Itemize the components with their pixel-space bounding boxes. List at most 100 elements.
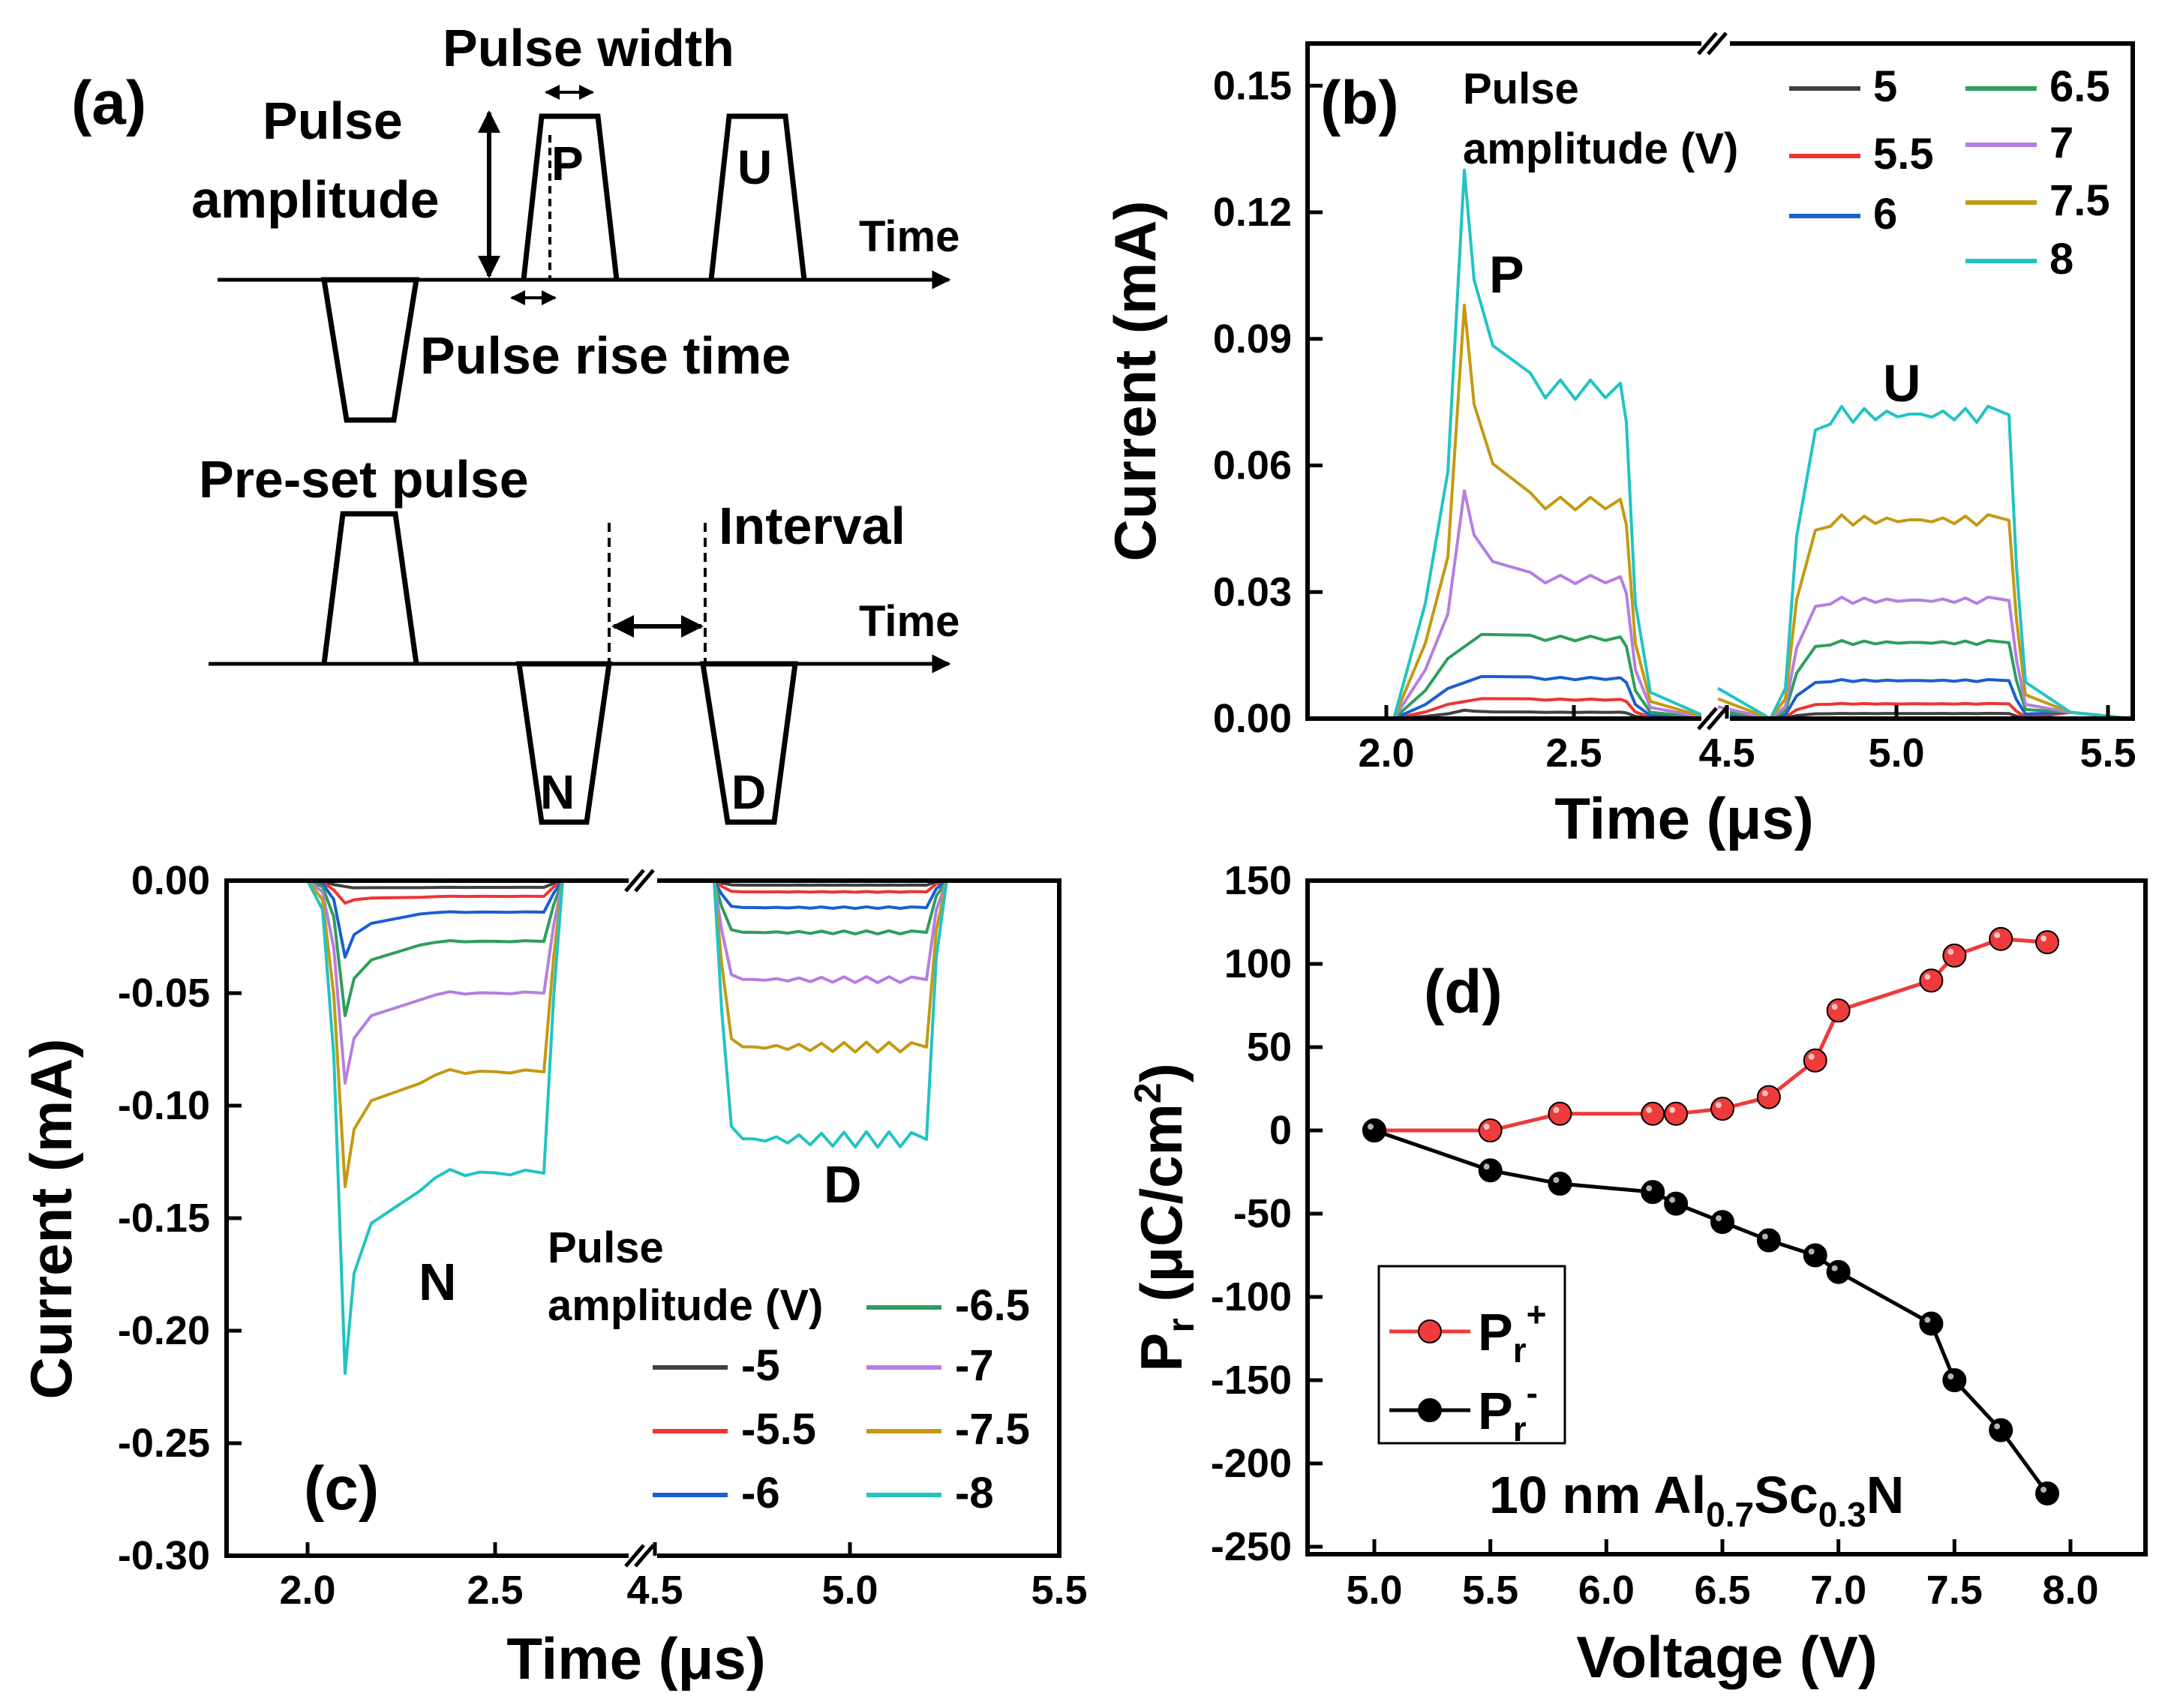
panel-d-point-highlight: [1947, 948, 1954, 955]
panel-c-axis-break-top: [624, 869, 645, 893]
panel-c-pulse-label-d: D: [824, 1155, 862, 1214]
panel-b-legend-label-5.5: 5.5: [1873, 130, 1934, 179]
panel-d-point-Pr+: [1919, 968, 1944, 993]
panel-d-point-highlight: [1669, 1106, 1676, 1113]
panel-c-xtick-label: 2.0: [279, 1568, 335, 1613]
preset-pulse-positive: [321, 511, 419, 665]
panel-d-point-highlight: [2040, 935, 2047, 942]
panel-d-point-highlight: [1483, 1124, 1490, 1130]
panel-d-legend-marker-Pr-: [1418, 1398, 1442, 1422]
panel-d-point-highlight: [1924, 1316, 1931, 1323]
panel-d-chart: 5.0 5.5 6.0 6.5 7.0 7.5 8.0 150 100 50 0 -50 -100 -15…: [1127, 858, 2148, 1690]
panel-d-point-Pr+: [1478, 1118, 1503, 1142]
d-pulse-label: D: [731, 765, 766, 819]
panel-d-point-Pr-: [1641, 1180, 1665, 1205]
panel-d-ylabel: Pr (μC/cm2): [1127, 1063, 1202, 1371]
panel-b-xtick-label: 5.0: [1868, 731, 1924, 776]
n-pulse-label: N: [540, 765, 575, 819]
panel-d-xtick-label: 5.0: [1346, 1568, 1402, 1613]
panel-d-point-Pr-: [1548, 1172, 1572, 1196]
panel-c-legend-label--7: -7: [955, 1341, 994, 1390]
panel-c-legend-title-2: amplitude (V): [548, 1281, 823, 1330]
panel-d-point-highlight: [1553, 1106, 1560, 1113]
time-label-top: Time: [859, 212, 959, 261]
panel-b-ytick-label: 0.15: [1213, 63, 1292, 108]
panel-c-xlabel: Time (μs): [506, 1625, 765, 1691]
panel-d-point-Pr+: [1641, 1101, 1665, 1126]
panel-c-axis-break-bottom: [634, 1544, 655, 1568]
panel-b-legend-label-6.5: 6.5: [2049, 62, 2110, 111]
time-label-bottom: Time: [859, 597, 959, 646]
panel-d-point-highlight: [1669, 1196, 1676, 1203]
panel-d-point-highlight: [1716, 1215, 1722, 1222]
panel-d-point-Pr+: [1826, 998, 1851, 1023]
d-pulse-shape: [699, 661, 798, 825]
panel-b-ytick-label: 0.03: [1213, 569, 1292, 614]
panel-c-ylabel: Current (mA): [18, 1039, 84, 1400]
panel-d-point-highlight: [1831, 1265, 1838, 1271]
panel-d-point-highlight: [1924, 974, 1931, 980]
panel-d-point-Pr+: [1710, 1097, 1734, 1121]
panel-c-legend-label--5.5: -5.5: [741, 1405, 816, 1454]
panel-c-series--5.5: [228, 881, 1058, 905]
panel-d-point-highlight: [1994, 1423, 2001, 1430]
panel-d-legend-marker-Pr+: [1418, 1319, 1442, 1343]
panel-c-pulse-label-n: N: [419, 1253, 457, 1311]
panel-d-point-Pr+: [2035, 930, 2060, 955]
panel-c-series--6.5: [228, 881, 1058, 1017]
panel-d-xtick-label: 7.0: [1810, 1568, 1866, 1613]
panel-b-legend-title-1: Pulse: [1463, 65, 1579, 113]
panel-d-legend-box: [1377, 1265, 1566, 1445]
panel-c-xtick-label: 5.5: [1031, 1568, 1087, 1613]
panel-d-ytick-label: -250: [1211, 1524, 1292, 1569]
panel-b-axis-break-top: [1707, 32, 1728, 56]
panel-d-point-Pr-: [1710, 1210, 1734, 1235]
panel-b-axis-break-top: [1697, 32, 1718, 56]
panel-c-ytick-label: 0.00: [131, 858, 210, 903]
p-pulse-shape: [521, 113, 620, 281]
panel-b-ytick-label: 0.12: [1213, 190, 1292, 235]
panel-b-axis-break-bottom: [1697, 707, 1718, 731]
panel-c-ytick-label: -0.20: [118, 1308, 210, 1353]
panel-b-legend-label-5: 5: [1873, 62, 1897, 111]
panel-b-xtick-label: 5.5: [2079, 731, 2136, 776]
panel-d-point-highlight: [1808, 1248, 1815, 1255]
panel-b-xtick-label: 4.5: [1698, 731, 1755, 776]
panel-b-xtick-label: 2.5: [1545, 731, 1602, 776]
panel-d-point-highlight: [1483, 1163, 1490, 1170]
panel-c-series--8: [228, 881, 1058, 1375]
panel-c-legend-label--6.5: -6.5: [955, 1281, 1030, 1330]
panel-c-xtick-label: 4.5: [626, 1568, 683, 1613]
panel-d-point-Pr-: [1826, 1259, 1851, 1284]
panel-d-xlabel: Voltage (V): [1576, 1624, 1878, 1690]
panel-b-series-5.5: [1309, 697, 2131, 719]
panel-c-series--6: [228, 881, 1058, 959]
panel-b-axis-break-bottom: [1707, 707, 1728, 731]
panel-c-chart: 2.0 2.5 4.5 5.0 5.5 0.00 -0.05 -0.10 -0.15 -0.20 -…: [18, 858, 1088, 1691]
panel-c-xtick-label: 5.0: [821, 1568, 878, 1613]
panel-d-label: (d): [1424, 958, 1503, 1026]
panel-b-ytick-label: 0.06: [1213, 443, 1292, 488]
panel-d-ytick-label: -150: [1211, 1358, 1292, 1403]
panel-b-series-5: [1309, 708, 2131, 719]
panel-c-legend-label--8: -8: [955, 1469, 994, 1517]
panel-d-point-highlight: [1761, 1233, 1768, 1240]
panel-d-xtick-label: 6.5: [1694, 1568, 1750, 1613]
panel-b-label: (b): [1320, 69, 1399, 137]
panel-b-series-7.5: [1309, 303, 2131, 719]
interval-label: Interval: [719, 497, 905, 555]
panel-b-pulse-label-p: P: [1489, 245, 1524, 304]
panel-c-axis-break-top: [634, 869, 655, 893]
panel-c-xtick-label: 2.5: [467, 1568, 523, 1613]
panel-d-annotation: 10 nm Al0.7Sc0.3N: [1489, 1466, 1904, 1534]
panel-c-ytick-label: -0.30: [118, 1533, 210, 1578]
panel-c-legend-label--6: -6: [741, 1469, 780, 1517]
panel-d-xtick-label: 5.5: [1462, 1568, 1518, 1613]
panel-d-point-Pr-: [1362, 1118, 1386, 1142]
panel-c-ytick-label: -0.10: [118, 1083, 210, 1128]
panel-b-chart: 2.0 2.5 4.5 5.0 5.50.000.030.060.090.120.15 …: [1102, 32, 2136, 851]
panel-d-point-Pr+: [1803, 1048, 1827, 1073]
panel-d-point-highlight: [1646, 1106, 1653, 1113]
panel-d-point-Pr+: [1756, 1085, 1781, 1109]
